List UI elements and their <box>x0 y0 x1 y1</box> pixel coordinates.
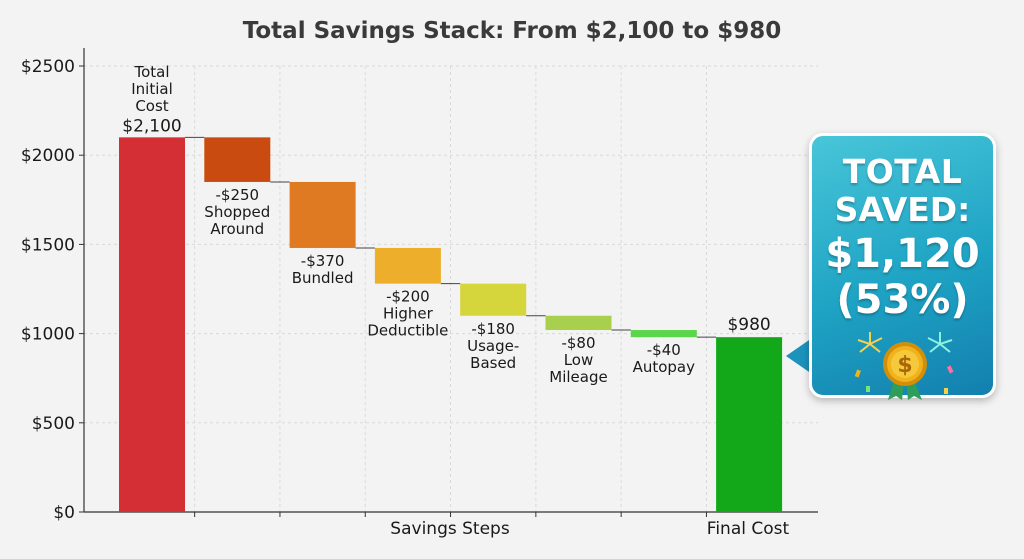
total-saved-callout: TOTAL SAVED: $1,120 (53%) <box>809 133 996 400</box>
bar-name-label: Based <box>470 354 516 372</box>
callout-pointer <box>786 338 812 374</box>
bar-name-label: Total <box>133 63 169 81</box>
bar-name-label: Cost <box>135 97 168 115</box>
bar-value-label: -$250 <box>216 186 260 204</box>
bar-value-label: -$80 <box>561 334 595 352</box>
y-tick-label: $2500 <box>21 57 75 77</box>
fireworks-left-icon <box>857 332 883 353</box>
medal-dollar-sign: $ <box>897 353 912 378</box>
bar <box>374 247 441 284</box>
y-tick-label: $1000 <box>21 325 75 345</box>
axes: $0 $500 $1000 $1500 $2000 $2500 <box>21 48 818 523</box>
bar-name-label: Higher <box>383 305 434 323</box>
bar-name-label: Initial <box>131 80 173 98</box>
bar-value-label: $980 <box>727 315 770 335</box>
bar-name-label: Low <box>564 351 594 369</box>
bar <box>545 315 612 331</box>
bar-value-label: -$370 <box>301 252 345 270</box>
medal-icon: $ <box>854 332 954 400</box>
bar <box>630 330 697 338</box>
bar-name-label: Bundled <box>292 269 354 287</box>
bars <box>119 137 783 513</box>
bar-value-label: -$180 <box>471 320 515 338</box>
x-axis-label: Savings Steps <box>390 519 510 539</box>
bar <box>204 137 271 182</box>
bar-name-label: Usage- <box>467 337 519 355</box>
bar-name-label: Autopay <box>633 358 696 376</box>
bar-name-label: Shopped <box>204 203 270 221</box>
bar <box>716 337 783 512</box>
chart-title: Total Savings Stack: From $2,100 to $980 <box>243 18 782 44</box>
bar <box>119 137 185 513</box>
x-axis-label-final: Final Cost <box>707 519 790 539</box>
bar <box>460 283 527 316</box>
bar-value-label: -$40 <box>647 341 681 359</box>
grid <box>84 65 818 512</box>
bar-name-label: Mileage <box>549 368 607 386</box>
bar-name-label: Around <box>210 220 264 238</box>
fireworks-right-icon <box>927 332 953 353</box>
bar-name-label: Deductible <box>367 322 448 340</box>
y-tick-label: $2000 <box>21 146 75 166</box>
connectors <box>185 136 717 338</box>
bar-value-label: -$200 <box>386 288 430 306</box>
callout-line-2: SAVED: <box>834 190 971 229</box>
callout-line-1: TOTAL <box>842 152 963 191</box>
callout-percent: (53%) <box>836 277 969 323</box>
callout-amount: $1,120 <box>825 231 980 277</box>
y-tick-label: $500 <box>32 414 75 434</box>
y-tick-label: $1500 <box>21 235 75 255</box>
y-tick-label: $0 <box>53 503 75 523</box>
bar <box>289 181 356 248</box>
bar-value-label: $2,100 <box>122 116 181 136</box>
